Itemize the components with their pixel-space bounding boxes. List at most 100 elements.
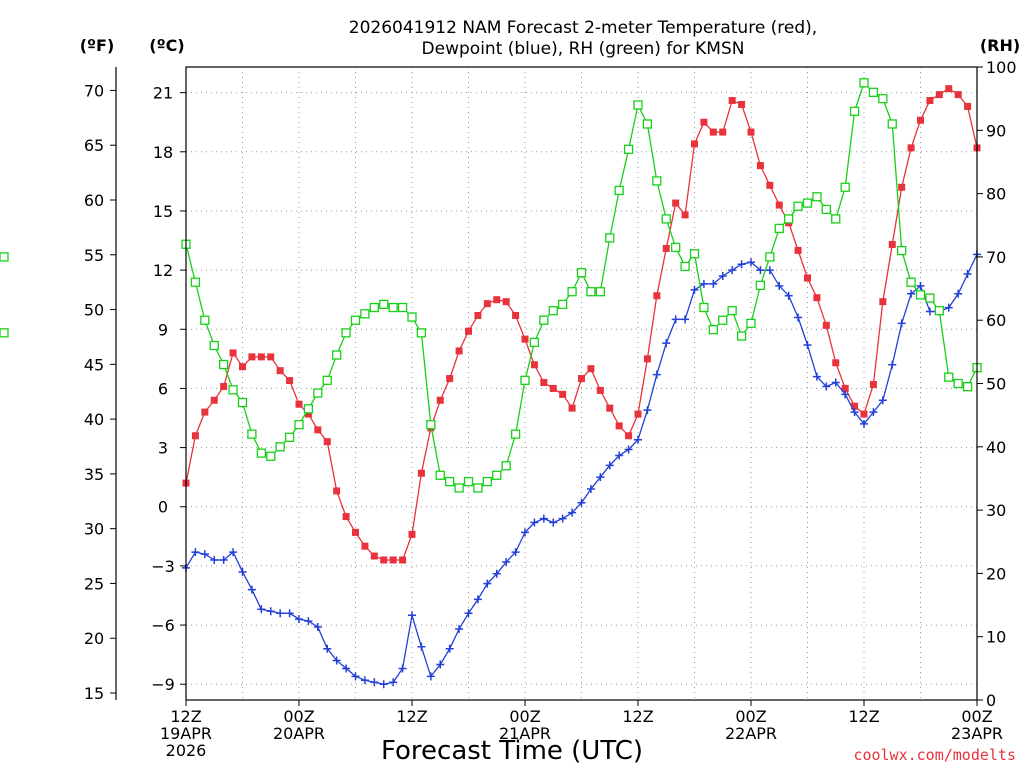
fahrenheit-tick-label: 50: [84, 301, 104, 320]
rh-point: [689, 249, 700, 259]
temperature-point: [700, 118, 708, 126]
fahrenheit-tick-label: 55: [84, 246, 104, 265]
dewpoint-point: [624, 445, 633, 454]
rh-point: [623, 144, 634, 154]
rh-point: [727, 306, 737, 316]
rh-point: [736, 331, 747, 341]
dewpoint-point: [634, 435, 642, 444]
temperature-point: [512, 311, 520, 319]
rh-point: [256, 448, 266, 458]
temperature-point: [408, 530, 416, 538]
rh-unit-label: (RH): [980, 36, 1020, 55]
dewpoint-point: [671, 315, 680, 324]
chart-title-line1: 2026041912 NAM Forecast 2-meter Temperat…: [349, 18, 817, 38]
dewpoint-point: [558, 514, 567, 523]
temperature-point: [521, 335, 529, 343]
rh-point: [558, 299, 568, 310]
dewpoint-point: [398, 664, 407, 673]
rh-point: [426, 419, 436, 430]
dewpoint-point: [869, 408, 878, 417]
temperature-point: [898, 183, 906, 191]
rh-point: [774, 223, 784, 234]
rh-point: [812, 192, 822, 202]
temperature-point: [399, 556, 407, 564]
temperature-point: [643, 355, 651, 363]
dewpoint-point: [295, 615, 303, 624]
rh-point: [586, 287, 596, 297]
temperature-point: [832, 359, 840, 367]
rh-point: [200, 315, 210, 325]
dewpoint-point: [219, 555, 228, 564]
dewpoint-point: [605, 461, 614, 470]
temperature-point: [333, 487, 341, 495]
rh-point: [821, 204, 831, 215]
dewpoint-point: [473, 595, 482, 604]
celsius-tick-label: −3: [151, 557, 175, 576]
rh-point: [388, 302, 398, 313]
temperature-point: [352, 528, 359, 536]
rh-tick-label: 0: [986, 691, 996, 710]
dewpoint-point: [191, 548, 200, 557]
x-tick-label: 00Z: [509, 707, 540, 726]
x-tick-label: 00Z: [961, 707, 992, 726]
rh-point: [454, 483, 464, 493]
temperature-point: [964, 102, 972, 110]
rh-point: [925, 293, 935, 303]
temperature-point: [691, 140, 698, 148]
dewpoint-point: [200, 550, 209, 559]
rh-point: [849, 106, 860, 116]
rh-point: [953, 378, 963, 389]
dewpoint-point: [662, 339, 671, 348]
rh-point: [887, 119, 897, 129]
dewpoint-point: [342, 664, 351, 673]
temperature-point: [446, 375, 454, 383]
dewpoint-point: [568, 508, 577, 517]
rh-tick-label: 60: [986, 311, 1006, 330]
dewpoint-point: [831, 378, 840, 387]
temperature-point: [248, 353, 256, 361]
dewpoint-point: [455, 625, 464, 634]
rh-point: [379, 299, 389, 310]
celsius-tick-label: 12: [153, 261, 173, 280]
dewpoint-point: [511, 548, 520, 557]
rh-point: [652, 176, 662, 186]
dewpoint-point: [577, 498, 586, 507]
rh-point: [294, 419, 304, 430]
temperature-point: [286, 377, 294, 385]
dewpoint-point: [492, 569, 501, 578]
rh-tick-label: 80: [986, 185, 1006, 204]
rh-point: [0, 252, 9, 262]
rh-point: [642, 119, 653, 129]
dewpoint-point: [266, 607, 275, 616]
temperature-point: [210, 396, 218, 404]
rh-point: [859, 78, 869, 88]
x-tick-label: 12Z: [622, 707, 653, 726]
temperature-point: [295, 400, 303, 408]
fahrenheit-tick-label: 45: [84, 355, 104, 374]
x-axis-label: Forecast Time (UTC): [381, 736, 643, 766]
temperature-point: [342, 513, 350, 521]
temperature-point: [917, 116, 924, 124]
rh-point: [350, 315, 361, 325]
dewpoint-point: [539, 514, 548, 523]
celsius-tick-label: 9: [158, 320, 168, 339]
celsius-tick-label: 21: [153, 84, 173, 103]
temperature-point: [191, 432, 199, 440]
temperature-point: [860, 410, 868, 418]
rh-point: [397, 302, 408, 313]
rh-point: [699, 302, 709, 313]
dewpoint-point: [954, 289, 963, 298]
temperature-point: [483, 300, 491, 308]
temperature-point: [559, 390, 567, 398]
temperature-point: [794, 246, 802, 254]
rh-point: [482, 476, 492, 487]
temperature-point: [888, 240, 896, 248]
dewpoint-point: [521, 528, 529, 537]
rh-point: [633, 100, 643, 110]
rh-point: [595, 287, 605, 297]
dewpoint-point: [426, 672, 435, 681]
dewpoint-point: [718, 272, 727, 281]
rh-point: [369, 302, 379, 313]
rh-tick-label: 10: [986, 628, 1006, 647]
dewpoint-point: [756, 266, 765, 275]
